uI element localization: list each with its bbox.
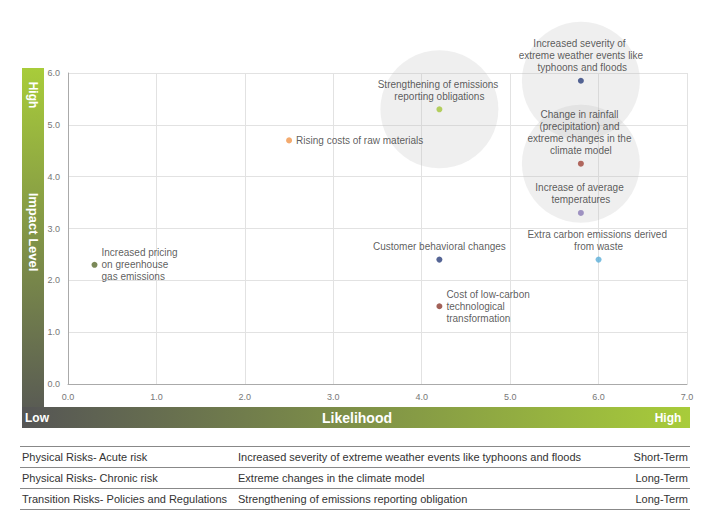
svg-text:Cost of low-carbon: Cost of low-carbon bbox=[446, 289, 532, 300]
svg-text:transformation: transformation bbox=[446, 313, 510, 324]
svg-text:5.0: 5.0 bbox=[504, 392, 517, 402]
svg-text:Extra carbon emissions derived: Extra carbon emissions derived bbox=[527, 229, 669, 240]
svg-text:4.0: 4.0 bbox=[47, 172, 60, 182]
html-text:Short-Term: Short-Term bbox=[633, 451, 688, 463]
html-text:Physical Risks- Chronic risk: Physical Risks- Chronic risk bbox=[22, 472, 158, 484]
svg-text:1.0: 1.0 bbox=[47, 327, 60, 337]
svg-text:2.0: 2.0 bbox=[47, 275, 60, 285]
svg-text:6.0: 6.0 bbox=[47, 68, 60, 78]
html-text:Strengthening of emissions rep: Strengthening of emissions reporting obl… bbox=[238, 493, 468, 505]
svg-text:High: High bbox=[655, 411, 682, 425]
svg-text:Change in rainfall: Change in rainfall bbox=[541, 109, 622, 120]
svg-text:Increase of average: Increase of average bbox=[535, 182, 626, 193]
svg-text:(precipitation) and: (precipitation) and bbox=[539, 121, 622, 132]
svg-text:on greenhouse: on greenhouse bbox=[102, 259, 172, 270]
svg-text:0.0: 0.0 bbox=[62, 392, 75, 402]
svg-text:4.0: 4.0 bbox=[415, 392, 428, 402]
html-text:Long-Term: Long-Term bbox=[635, 472, 688, 484]
svg-text:typhoons and floods: typhoons and floods bbox=[535, 62, 627, 73]
svg-text:Rising costs of raw materials: Rising costs of raw materials bbox=[296, 135, 423, 146]
html-text:Physical Risks- Acute risk: Physical Risks- Acute risk bbox=[22, 451, 148, 463]
svg-text:7.0: 7.0 bbox=[681, 392, 694, 402]
svg-text:temperatures: temperatures bbox=[551, 194, 610, 205]
svg-text:Increased severity of: Increased severity of bbox=[533, 38, 628, 49]
svg-text:from waste: from waste bbox=[574, 241, 623, 252]
svg-text:Impact Level: Impact Level bbox=[26, 193, 41, 272]
html-text:Transition Risks- Policies and: Transition Risks- Policies and Regulatio… bbox=[22, 493, 227, 505]
svg-text:Low: Low bbox=[25, 411, 50, 425]
svg-text:5.0: 5.0 bbox=[47, 120, 60, 130]
svg-text:gas emissions: gas emissions bbox=[102, 271, 165, 282]
svg-text:Likelihood: Likelihood bbox=[322, 410, 392, 426]
svg-text:Increased pricing: Increased pricing bbox=[102, 247, 181, 258]
svg-text:Strengthening of emissions: Strengthening of emissions bbox=[378, 79, 501, 90]
svg-text:6.0: 6.0 bbox=[592, 392, 605, 402]
svg-text:High: High bbox=[26, 82, 40, 109]
svg-text:3.0: 3.0 bbox=[47, 224, 60, 234]
html-text:Long-Term: Long-Term bbox=[635, 493, 688, 505]
svg-text:extreme weather events like: extreme weather events like bbox=[519, 50, 644, 61]
svg-text:2.0: 2.0 bbox=[239, 392, 252, 402]
svg-text:1.0: 1.0 bbox=[150, 392, 163, 402]
svg-text:technological: technological bbox=[446, 301, 507, 312]
svg-text:reporting obligations: reporting obligations bbox=[394, 91, 484, 102]
html-text:Extreme changes in the climate: Extreme changes in the climate model bbox=[238, 472, 425, 484]
svg-text:extreme changes in the: extreme changes in the bbox=[528, 133, 635, 144]
svg-text:3.0: 3.0 bbox=[327, 392, 340, 402]
html-text:Increased severity of extreme: Increased severity of extreme weather ev… bbox=[238, 451, 581, 463]
svg-text:Customer behavioral changes: Customer behavioral changes bbox=[373, 241, 506, 252]
svg-text:climate model: climate model bbox=[550, 145, 612, 156]
svg-text:0.0: 0.0 bbox=[47, 379, 60, 389]
